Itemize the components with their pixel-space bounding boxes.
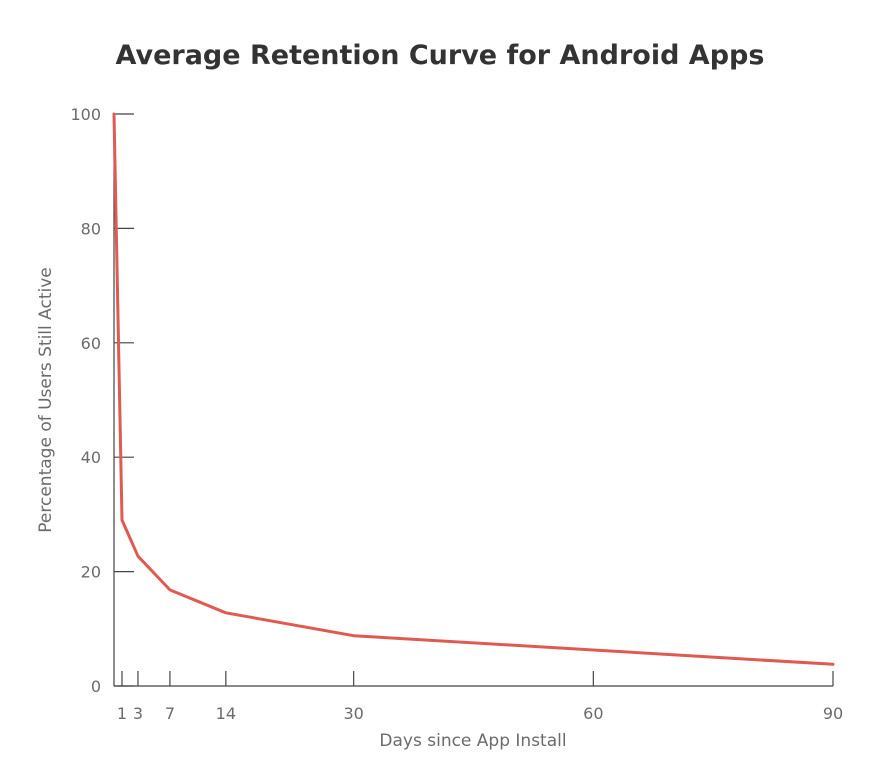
x-ticks: 1 3 7 14 30 60 90 xyxy=(117,671,843,723)
y-tick-label: 0 xyxy=(91,677,101,696)
y-tick-label: 60 xyxy=(81,334,101,353)
x-tick-label: 1 xyxy=(117,704,127,723)
axes xyxy=(113,114,833,687)
x-tick-label: 14 xyxy=(216,704,236,723)
y-tick-label: 80 xyxy=(81,219,101,238)
chart-title: Average Retention Curve for Android Apps xyxy=(116,40,765,71)
y-tick-label: 100 xyxy=(70,105,101,124)
x-tick-label: 60 xyxy=(583,704,603,723)
y-axis-label: Percentage of Users Still Active xyxy=(36,267,56,532)
series-group xyxy=(112,112,835,666)
x-tick-label: 3 xyxy=(133,704,143,723)
x-tick-label: 30 xyxy=(343,704,363,723)
retention-line xyxy=(112,112,835,666)
y-ticks: 0 20 40 60 80 100 xyxy=(70,105,134,696)
x-tick-label: 90 xyxy=(823,704,843,723)
y-tick-label: 40 xyxy=(81,448,101,467)
x-axis-label: Days since App Install xyxy=(379,731,566,751)
x-tick-label: 7 xyxy=(165,704,175,723)
y-tick-label: 20 xyxy=(81,563,101,582)
